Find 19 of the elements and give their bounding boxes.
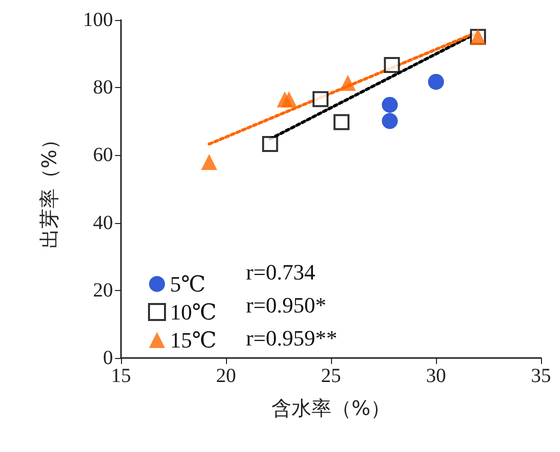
legend-label: 15℃ (170, 328, 217, 352)
y-tick-label: 0 (103, 347, 113, 369)
y-tick-label: 40 (93, 212, 113, 234)
x-tick-label: 15 (111, 365, 131, 387)
y-tick-label: 60 (93, 144, 113, 166)
x-tick-label: 25 (321, 365, 341, 387)
x-axis-title: 含水率（%） (271, 396, 391, 420)
annotation: r=0.734 (246, 260, 316, 284)
legend-label: 10℃ (170, 300, 217, 324)
legend-label: 5℃ (170, 272, 206, 296)
x-tick-label: 20 (216, 365, 236, 387)
y-tick-label: 80 (93, 76, 113, 99)
x-tick-label: 35 (531, 365, 551, 387)
y-tick-label: 100 (83, 9, 113, 31)
y-tick-label: 20 (93, 279, 113, 302)
annotation: r=0.950* (246, 292, 326, 318)
x-tick-label: 30 (426, 365, 446, 387)
annotation: r=0.959** (246, 326, 338, 350)
y-axis-title: 出芽率（%） (37, 129, 61, 249)
